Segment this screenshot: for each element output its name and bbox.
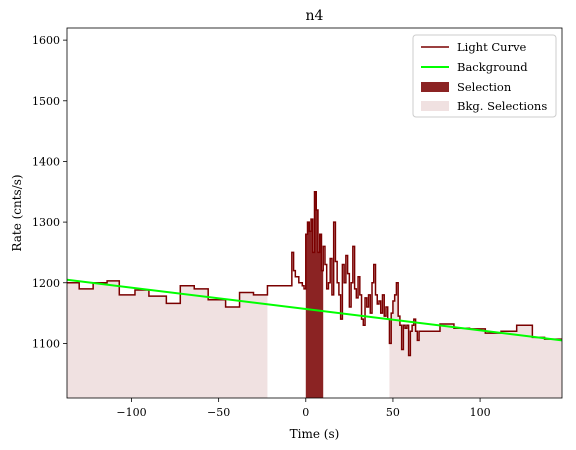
legend: Light Curve Background Selection Bkg. Selec… xyxy=(412,34,557,118)
bkg-selection-region-2 xyxy=(389,282,562,398)
background-fit-line xyxy=(67,278,562,342)
y-tick-label: 1100 xyxy=(32,337,60,350)
x-tick-label: 0 xyxy=(302,406,309,419)
x-tick-label: 100 xyxy=(470,406,491,419)
legend-swatch-selection xyxy=(421,82,449,92)
light-curve-series xyxy=(67,191,562,357)
chart-title: n4 xyxy=(306,8,324,24)
legend-label-background: Background xyxy=(457,60,528,74)
bkg-selection-region-1 xyxy=(67,280,268,398)
y-tick-label: 1600 xyxy=(32,34,60,47)
axes-frame xyxy=(66,27,563,399)
x-axis-label: Time (s) xyxy=(290,427,340,441)
x-tick-label: −100 xyxy=(116,406,146,419)
legend-swatch-bkg-selections xyxy=(421,101,449,111)
x-tick-label: −50 xyxy=(207,406,230,419)
y-axis-label: Rate (cnts/s) xyxy=(10,174,24,251)
legend-label-light-curve: Light Curve xyxy=(457,40,527,54)
x-tick-label: 50 xyxy=(386,406,400,419)
y-tick-label: 1200 xyxy=(32,277,60,290)
axes: −100 −50 0 50 100 1100 1200 1300 1400 1500 1600 xyxy=(32,27,563,419)
y-tick-label: 1500 xyxy=(32,95,60,108)
plot-area xyxy=(67,191,562,398)
selection-region xyxy=(305,191,324,398)
y-tick-label: 1300 xyxy=(32,216,60,229)
legend-label-bkg-selections: Bkg. Selections xyxy=(457,99,547,113)
legend-box xyxy=(412,34,557,118)
y-tick-label: 1400 xyxy=(32,155,60,168)
legend-label-selection: Selection xyxy=(457,80,512,94)
